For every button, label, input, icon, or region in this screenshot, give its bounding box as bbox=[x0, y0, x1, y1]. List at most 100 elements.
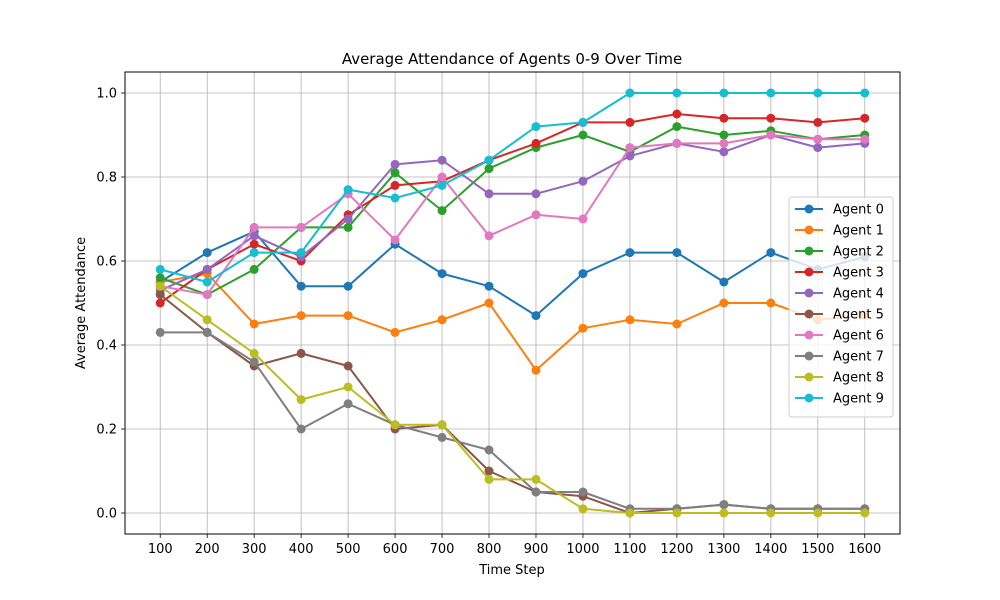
data-point bbox=[766, 508, 776, 518]
legend-entry: Agent 3 bbox=[795, 266, 884, 281]
data-point bbox=[249, 222, 259, 232]
data-point bbox=[672, 508, 682, 518]
x-tick-label: 200 bbox=[195, 542, 220, 557]
data-point bbox=[672, 109, 682, 119]
data-point bbox=[625, 248, 635, 258]
legend-entry: Agent 0 bbox=[795, 203, 884, 218]
y-tick-label: 0.6 bbox=[96, 255, 117, 270]
series-agent-0 bbox=[155, 227, 870, 321]
data-point bbox=[672, 122, 682, 132]
x-tick-label: 900 bbox=[524, 542, 549, 557]
x-tick-label: 1400 bbox=[754, 542, 787, 557]
data-point bbox=[813, 143, 823, 153]
data-point bbox=[672, 88, 682, 98]
x-tick-label: 1500 bbox=[801, 542, 834, 557]
legend-entry: Agent 7 bbox=[795, 350, 884, 365]
data-point bbox=[296, 281, 306, 291]
series-line bbox=[159, 285, 865, 514]
data-point bbox=[625, 117, 635, 127]
data-point bbox=[155, 290, 165, 300]
data-point bbox=[484, 231, 494, 241]
data-point bbox=[155, 273, 165, 283]
legend-label: Agent 9 bbox=[833, 392, 884, 407]
data-point bbox=[343, 361, 353, 371]
x-tick-label: 800 bbox=[477, 542, 502, 557]
data-point bbox=[484, 189, 494, 199]
data-point bbox=[766, 298, 776, 308]
data-point bbox=[484, 281, 494, 291]
legend-label: Agent 2 bbox=[833, 245, 884, 260]
data-point bbox=[484, 164, 494, 174]
data-point bbox=[296, 248, 306, 258]
x-tick-label: 1300 bbox=[707, 542, 740, 557]
data-point bbox=[578, 214, 588, 224]
series-agent-4 bbox=[155, 130, 870, 295]
data-point bbox=[578, 176, 588, 186]
data-point bbox=[437, 155, 447, 165]
y-axis-ticks: 0.0 0.2 0.4 0.6 0.8 1.0 bbox=[96, 87, 125, 522]
y-tick-label: 0.0 bbox=[96, 507, 117, 522]
x-tick-label: 100 bbox=[148, 542, 173, 557]
legend-label: Agent 6 bbox=[833, 329, 884, 344]
data-point bbox=[296, 222, 306, 232]
series-line bbox=[159, 125, 865, 296]
data-point bbox=[484, 445, 494, 455]
x-tick-label: 1100 bbox=[613, 542, 646, 557]
x-axis-label: Time Step bbox=[478, 563, 545, 578]
data-point bbox=[672, 319, 682, 329]
data-point bbox=[343, 399, 353, 409]
series-line bbox=[160, 272, 865, 372]
legend-entry: Agent 4 bbox=[795, 287, 884, 302]
data-point bbox=[437, 432, 447, 442]
legend-entry: Agent 5 bbox=[795, 308, 884, 323]
data-point bbox=[249, 248, 259, 258]
data-point bbox=[625, 151, 635, 161]
data-point bbox=[625, 508, 635, 518]
legend-marker bbox=[804, 288, 814, 298]
x-tick-label: 1600 bbox=[848, 542, 881, 557]
data-point bbox=[202, 315, 212, 325]
data-point bbox=[202, 290, 212, 300]
legend-entry: Agent 6 bbox=[795, 329, 884, 344]
x-tick-label: 500 bbox=[336, 542, 361, 557]
data-point bbox=[531, 122, 541, 132]
legend-label: Agent 3 bbox=[833, 266, 884, 281]
data-point bbox=[719, 298, 729, 308]
series-line bbox=[160, 134, 865, 296]
data-point bbox=[766, 113, 776, 123]
data-point bbox=[249, 231, 259, 241]
data-point bbox=[155, 264, 165, 274]
y-axis-label: Average Attendance bbox=[74, 237, 89, 369]
plot-frame bbox=[124, 71, 901, 535]
legend: Agent 0 Agent 1 Agent 2 Agent 3 Agent 4 Agent… bbox=[788, 196, 894, 418]
y-tick-label: 0.8 bbox=[96, 171, 117, 186]
legend-entry: Agent 9 bbox=[795, 392, 884, 407]
data-point bbox=[296, 395, 306, 405]
series-line bbox=[159, 134, 865, 292]
data-point bbox=[155, 281, 165, 291]
legend-marker bbox=[804, 330, 814, 340]
data-point bbox=[719, 88, 729, 98]
data-point bbox=[437, 269, 447, 279]
data-point bbox=[813, 88, 823, 98]
data-point bbox=[343, 185, 353, 195]
legend-marker bbox=[804, 246, 814, 256]
x-axis-ticks: 100 200 300 400 500 600 700 800 900 1000 1100 1200 1… bbox=[148, 534, 881, 557]
data-point bbox=[155, 298, 165, 308]
data-point bbox=[202, 277, 212, 287]
data-point bbox=[531, 311, 541, 321]
series-agent-3 bbox=[155, 109, 870, 308]
data-point bbox=[578, 323, 588, 333]
data-point bbox=[202, 264, 212, 274]
legend-marker bbox=[804, 267, 814, 277]
data-point bbox=[484, 155, 494, 165]
x-tick-label: 300 bbox=[242, 542, 267, 557]
data-point bbox=[343, 222, 353, 232]
x-tick-label: 1200 bbox=[660, 542, 693, 557]
data-point bbox=[437, 206, 447, 216]
data-point bbox=[484, 466, 494, 476]
data-point bbox=[860, 88, 870, 98]
legend-label: Agent 7 bbox=[833, 350, 884, 365]
legend-marker bbox=[804, 372, 814, 382]
